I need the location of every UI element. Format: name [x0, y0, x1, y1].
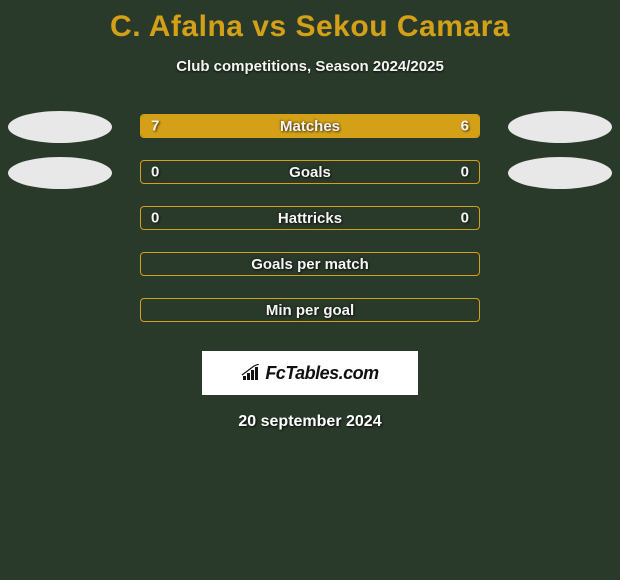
stat-row: Min per goal: [0, 295, 620, 341]
stat-row: 0 0 Goals: [0, 157, 620, 203]
stat-right-value: 0: [461, 164, 469, 181]
stat-bar: 7 6 Matches: [140, 114, 480, 138]
logo-text: FcTables.com: [265, 363, 378, 384]
stat-left-value: 0: [151, 210, 159, 227]
stat-row: 0 0 Hattricks: [0, 203, 620, 249]
stat-label: Min per goal: [266, 302, 354, 319]
comparison-title: C. Afalna vs Sekou Camara: [0, 0, 620, 44]
stat-left-value: 7: [151, 118, 159, 135]
stat-left-value: 0: [151, 164, 159, 181]
player-left-badge: [8, 111, 112, 143]
chart-icon: [241, 364, 263, 382]
player-right-badge: [508, 111, 612, 143]
generation-date: 20 september 2024: [0, 413, 620, 431]
stat-row: Goals per match: [0, 249, 620, 295]
stat-fill-right: [324, 115, 479, 137]
stat-label: Goals per match: [251, 256, 369, 273]
stat-bar: 0 0 Hattricks: [140, 206, 480, 230]
stat-label: Hattricks: [278, 210, 342, 227]
stat-right-value: 6: [461, 118, 469, 135]
stat-label: Matches: [280, 118, 340, 135]
site-logo: FcTables.com: [202, 351, 418, 395]
player-right-badge: [508, 157, 612, 189]
stat-label: Goals: [289, 164, 331, 181]
stats-container: 7 6 Matches 0 0 Goals 0 0 Hattricks Goals per mat…: [0, 111, 620, 341]
stat-bar: Goals per match: [140, 252, 480, 276]
stat-bar: 0 0 Goals: [140, 160, 480, 184]
stat-row: 7 6 Matches: [0, 111, 620, 157]
stat-right-value: 0: [461, 210, 469, 227]
stat-bar: Min per goal: [140, 298, 480, 322]
player-left-badge: [8, 157, 112, 189]
comparison-subtitle: Club competitions, Season 2024/2025: [0, 58, 620, 75]
